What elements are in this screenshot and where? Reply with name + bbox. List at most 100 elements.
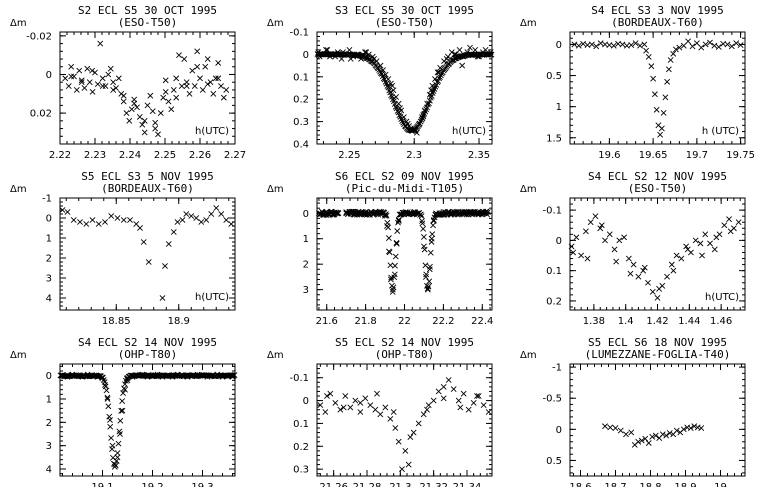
data-point — [332, 399, 339, 406]
data-point — [665, 66, 672, 73]
data-point — [386, 249, 393, 256]
data-point — [735, 219, 742, 226]
y-tick-label: 0.3 — [293, 117, 309, 128]
data-point — [149, 108, 156, 115]
x-tick-label: 2.25 — [154, 150, 176, 161]
data-point — [152, 119, 159, 126]
data-point — [76, 67, 83, 74]
y-tick-label: 0 — [46, 371, 52, 382]
data-point — [427, 263, 433, 270]
data-point — [81, 85, 88, 91]
y-tick-label: 3 — [303, 285, 309, 296]
data-point — [179, 217, 186, 223]
panel-subtitle: (LUMEZZANE-FOGLIA-T40) — [585, 348, 731, 361]
data-point — [662, 94, 669, 101]
data-point — [194, 63, 201, 70]
data-point — [580, 40, 587, 47]
data-point — [183, 211, 190, 217]
data-point — [652, 432, 659, 439]
data-point — [140, 239, 147, 245]
data-point — [691, 423, 698, 430]
x-tick-label: 1.38 — [583, 316, 605, 327]
data-point — [352, 397, 359, 404]
data-point — [435, 388, 442, 395]
data-point — [724, 41, 731, 48]
data-point — [440, 395, 447, 402]
y-axis-label: Δm — [10, 350, 27, 361]
data-point — [162, 88, 169, 95]
panel-7: S4 ECL S2 14 NOV 1995(OHP-T80) Δm 19.1 19.2… — [10, 336, 238, 487]
data-point — [384, 219, 391, 226]
x-tick-label: 19 — [714, 482, 727, 487]
data-point — [362, 395, 369, 402]
data-point — [402, 447, 409, 454]
x-tick-label: 21.26 — [319, 482, 348, 487]
data-point — [159, 295, 166, 301]
data-point — [417, 118, 424, 125]
data-point — [465, 406, 472, 413]
data-point — [692, 237, 699, 244]
data-point — [584, 255, 591, 262]
data-point — [737, 42, 744, 48]
data-point — [385, 224, 392, 231]
x-tick-label: 2.24 — [119, 150, 141, 161]
x-tick-label: 1.4 — [618, 316, 634, 327]
data-point — [430, 222, 436, 229]
data-point — [660, 109, 667, 116]
y-tick-label: -0.1 — [289, 28, 309, 39]
data-point — [141, 129, 148, 136]
data-point — [588, 41, 595, 48]
data-point — [139, 121, 146, 128]
y-axis-label: Δm — [267, 350, 284, 361]
data-point — [392, 262, 398, 269]
data-point — [59, 207, 66, 213]
data-point — [168, 106, 175, 113]
data-point — [387, 415, 394, 422]
data-point — [102, 83, 109, 89]
data-point — [650, 75, 657, 82]
y-tick-label: 2 — [46, 254, 52, 265]
plot-frame — [59, 363, 236, 477]
data-point — [592, 213, 599, 220]
panel-subtitle: (OHP-T80) — [375, 348, 435, 361]
data-point — [83, 221, 90, 227]
data-point — [204, 56, 211, 62]
data-point — [676, 44, 683, 51]
data-point — [711, 42, 718, 49]
data-point — [127, 217, 133, 223]
y-tick-label: 2 — [46, 418, 52, 429]
data-point — [62, 75, 69, 82]
x-tick-label: 21.28 — [353, 482, 382, 487]
data-point — [340, 404, 347, 411]
data-point — [568, 243, 575, 250]
data-point — [415, 420, 422, 427]
data-point — [456, 47, 463, 53]
data-point — [575, 42, 582, 49]
panel-3: S4 ECL S3 3 NOV 1995(BORDEAUX-T60) Δm h (U… — [520, 4, 755, 161]
data-point — [383, 212, 390, 219]
data-point — [173, 94, 180, 101]
x-tick-label: 19.75 — [726, 150, 755, 161]
data-point — [92, 69, 98, 76]
data-point — [178, 83, 185, 89]
y-tick-label: 0.02 — [30, 109, 52, 120]
data-point — [119, 407, 126, 414]
x-tick-label: 2.26 — [189, 150, 211, 161]
data-point — [105, 71, 112, 78]
data-point — [108, 435, 115, 441]
data-point — [128, 106, 135, 113]
data-point — [664, 78, 671, 85]
data-point — [606, 231, 613, 238]
data-point — [102, 219, 108, 225]
data-point — [726, 216, 733, 223]
y-tick-label: 0 — [556, 236, 562, 247]
data-point — [210, 90, 217, 97]
panel-title: S4 ECL S3 3 NOV 1995 — [591, 4, 723, 17]
data-point — [73, 87, 80, 93]
data-point — [123, 110, 130, 117]
panel-title: S5 ECL S3 5 NOV 1995 — [81, 170, 213, 183]
data-point — [99, 83, 106, 89]
x-tick-label: 2.23 — [84, 150, 106, 161]
y-tick-label: -0.02 — [26, 31, 52, 42]
data-point — [215, 59, 222, 66]
